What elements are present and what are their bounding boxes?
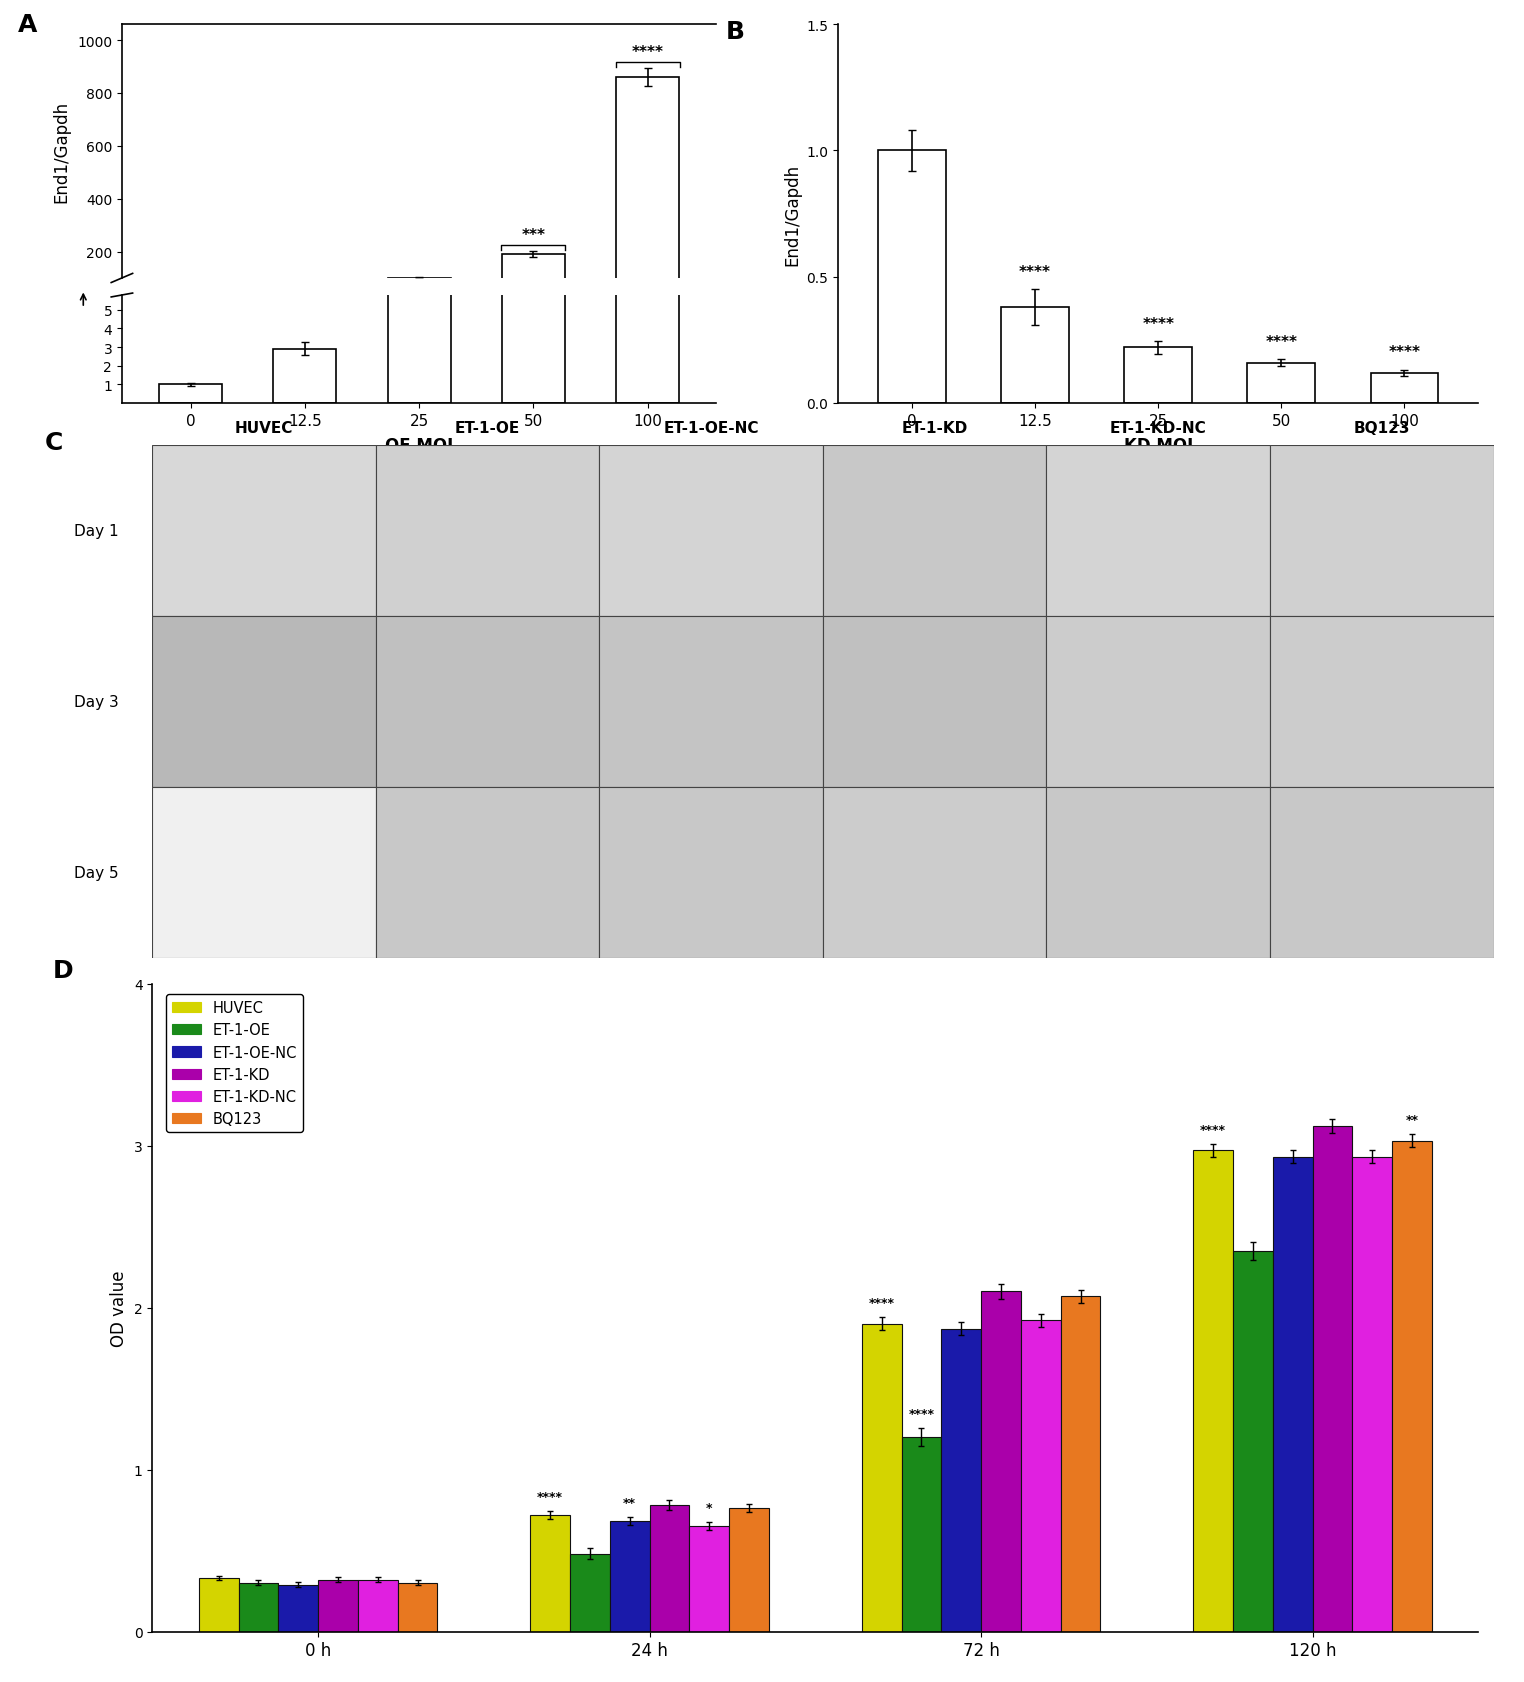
Text: ****: **** [632, 45, 663, 59]
Text: ****: **** [1020, 266, 1052, 281]
Bar [649, 1505, 689, 1632]
Text: Day 3: Day 3 [75, 695, 119, 710]
Bar [1248, 363, 1315, 404]
Bar [358, 1579, 398, 1632]
Bar [570, 1554, 610, 1632]
Bar [616, 77, 680, 304]
Text: **: ** [1405, 1113, 1419, 1127]
Bar [942, 1329, 981, 1632]
Bar [1125, 348, 1192, 404]
Text: ***: *** [521, 227, 546, 242]
Bar [1193, 1150, 1233, 1632]
Bar [861, 1324, 902, 1632]
Bar [198, 1578, 239, 1632]
Text: ****: **** [536, 1490, 564, 1502]
Text: *: * [706, 1500, 713, 1514]
Text: ET-1-KD-NC: ET-1-KD-NC [1109, 420, 1207, 436]
Legend: HUVEC, ET-1-OE, ET-1-OE-NC, ET-1-KD, ET-1-KD-NC, BQ123: HUVEC, ET-1-OE, ET-1-OE-NC, ET-1-KD, ET-… [166, 994, 303, 1132]
Bar [599, 446, 823, 617]
Text: ****: **** [908, 1408, 934, 1420]
Bar [279, 1584, 319, 1632]
Bar [239, 1583, 279, 1632]
Text: C: C [46, 431, 64, 454]
Text: Day 5: Day 5 [75, 866, 119, 881]
Bar [1269, 787, 1494, 959]
Bar [1061, 1297, 1100, 1632]
Y-axis label: OD value: OD value [110, 1270, 128, 1346]
Bar [376, 787, 599, 959]
Text: ****: **** [1143, 316, 1173, 331]
Bar [599, 787, 823, 959]
Y-axis label: End1/Gapdh: End1/Gapdh [52, 101, 70, 204]
Bar [823, 617, 1047, 787]
Bar [1047, 787, 1269, 959]
Bar [501, 256, 565, 304]
Bar [1269, 446, 1494, 617]
Text: A: A [18, 12, 37, 37]
Bar [1370, 373, 1439, 404]
Bar [1352, 1157, 1391, 1632]
Bar [1269, 617, 1494, 787]
Text: ****: **** [1199, 1124, 1227, 1135]
Bar [319, 1579, 358, 1632]
Text: BQ123: BQ123 [1353, 420, 1410, 436]
Bar [1273, 1157, 1312, 1632]
Text: ET-1-OE: ET-1-OE [456, 420, 520, 436]
Bar [501, 0, 565, 404]
Bar [902, 1436, 942, 1632]
Text: **: ** [623, 1497, 636, 1509]
Bar [599, 617, 823, 787]
Bar [152, 446, 376, 617]
Bar [823, 787, 1047, 959]
Bar [158, 385, 223, 404]
Text: ET-1-KD: ET-1-KD [902, 420, 968, 436]
Bar [689, 1526, 728, 1632]
Bar [152, 787, 376, 959]
X-axis label: KD MOI: KD MOI [1123, 437, 1193, 454]
Text: ET-1-OE-NC: ET-1-OE-NC [663, 420, 759, 436]
Bar [1312, 1127, 1352, 1632]
Bar [1047, 446, 1269, 617]
Bar [376, 446, 599, 617]
Text: HUVEC: HUVEC [235, 420, 293, 436]
Bar [728, 1509, 770, 1632]
Bar [823, 446, 1047, 617]
Bar [878, 151, 946, 404]
Text: B: B [727, 20, 745, 44]
Bar [152, 617, 376, 787]
Bar [1391, 1140, 1433, 1632]
Bar [376, 617, 599, 787]
Bar [1233, 1251, 1273, 1632]
Bar [981, 1292, 1021, 1632]
Text: ****: **** [869, 1297, 895, 1309]
Bar [530, 1515, 570, 1632]
Text: D: D [53, 959, 73, 982]
Text: ****: **** [1388, 345, 1420, 360]
Bar [610, 1522, 649, 1632]
Bar [398, 1583, 437, 1632]
Bar [1021, 1320, 1061, 1632]
Text: ****: **** [1265, 335, 1297, 350]
Bar [1001, 308, 1068, 404]
Bar [616, 0, 680, 404]
Bar [387, 279, 451, 304]
Bar [273, 350, 337, 404]
Y-axis label: End1/Gapdh: End1/Gapdh [783, 163, 802, 266]
Text: Day 1: Day 1 [75, 523, 119, 538]
Bar [387, 0, 451, 404]
Bar [1047, 617, 1269, 787]
X-axis label: OE MOI: OE MOI [386, 437, 453, 454]
